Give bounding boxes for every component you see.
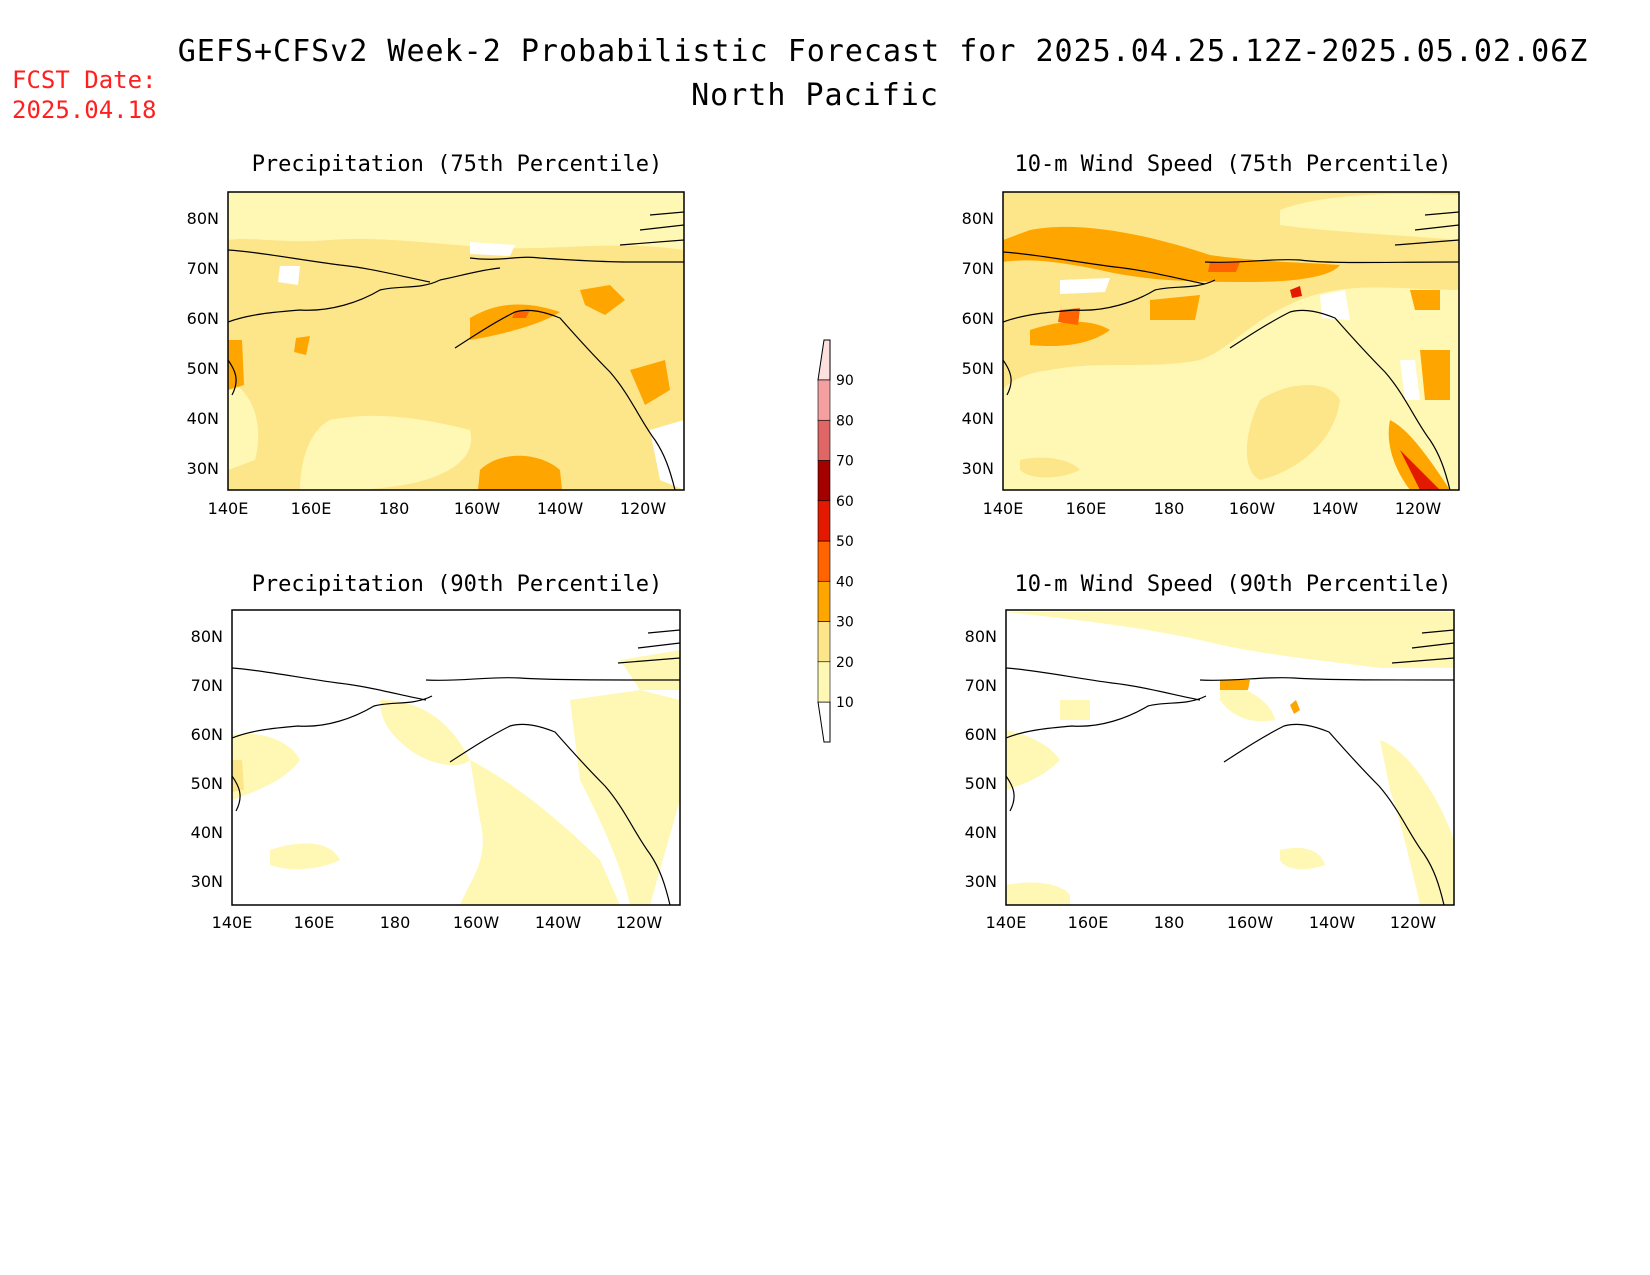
map-panel-precip90 xyxy=(231,609,681,906)
fcst-date-label: FCST Date: xyxy=(12,66,157,94)
axis-labels-precip75: 80N 70N 60N 50N 40N 30N 140E 160E 180 16… xyxy=(187,209,667,518)
lon-label: 180 xyxy=(380,913,411,932)
lat-label: 80N xyxy=(187,209,219,228)
lat-label: 60N xyxy=(965,725,997,744)
axis-labels-wind90: 80N 70N 60N 50N 40N 30N 140E 160E 180 16… xyxy=(965,627,1437,932)
colorbar-segment xyxy=(817,500,831,542)
lon-label: 120W xyxy=(1395,499,1442,518)
colorbar-tick-label: 20 xyxy=(836,655,854,671)
lon-label: 180 xyxy=(1154,499,1185,518)
colorbar-top-arrow xyxy=(817,339,831,381)
colorbar-tick-label: 30 xyxy=(836,615,854,631)
lon-label: 120W xyxy=(620,499,667,518)
panel-title-wind75: 10-m Wind Speed (75th Percentile) xyxy=(1014,152,1452,177)
axis-labels-wind75: 80N 70N 60N 50N 40N 30N 140E 160E 180 16… xyxy=(962,209,1442,518)
lat-label: 40N xyxy=(191,823,223,842)
colorbar-tick-label: 90 xyxy=(836,373,854,389)
axis-labels-precip90: 80N 70N 60N 50N 40N 30N 140E 160E 180 16… xyxy=(191,627,663,932)
colorbar-segment xyxy=(817,460,831,502)
colorbar-segment xyxy=(817,540,831,582)
lon-label: 120W xyxy=(616,913,663,932)
lat-label: 80N xyxy=(965,627,997,646)
lat-label: 60N xyxy=(191,725,223,744)
lat-label: 50N xyxy=(191,774,223,793)
lon-label: 140W xyxy=(1309,913,1356,932)
lon-label: 160W xyxy=(453,913,500,932)
map-panel-wind90 xyxy=(1005,609,1455,906)
lon-label: 180 xyxy=(1154,913,1185,932)
lon-label: 140W xyxy=(537,499,584,518)
colorbar-segment xyxy=(817,419,831,461)
lat-label: 30N xyxy=(191,872,223,891)
lon-label: 160W xyxy=(1227,913,1274,932)
colorbar-tick-label: 70 xyxy=(836,454,854,470)
lat-label: 40N xyxy=(965,823,997,842)
lon-label: 160W xyxy=(1229,499,1276,518)
colorbar-tick-label: 80 xyxy=(836,413,854,429)
lon-label: 160E xyxy=(1066,499,1107,518)
colorbar-segment xyxy=(817,580,831,622)
colorbar-tick-label: 40 xyxy=(836,574,854,590)
map-panel-wind75 xyxy=(1002,191,1460,491)
lat-label: 60N xyxy=(962,309,994,328)
lon-label: 180 xyxy=(379,499,410,518)
lat-label: 40N xyxy=(962,409,994,428)
colorbar-tick-label: 60 xyxy=(836,494,854,510)
lon-label: 140E xyxy=(983,499,1024,518)
lat-label: 40N xyxy=(187,409,219,428)
lat-label: 30N xyxy=(965,872,997,891)
lat-label: 80N xyxy=(962,209,994,228)
lat-label: 30N xyxy=(187,459,219,478)
lon-label: 160E xyxy=(294,913,335,932)
lat-label: 50N xyxy=(965,774,997,793)
lon-label: 160W xyxy=(454,499,501,518)
page-title: GEFS+CFSv2 Week-2 Probabilistic Forecast… xyxy=(177,34,1589,69)
lat-label: 70N xyxy=(962,259,994,278)
map-panel-precip75 xyxy=(227,191,685,491)
lat-label: 50N xyxy=(187,359,219,378)
colorbar-segment xyxy=(817,621,831,663)
lon-label: 140W xyxy=(535,913,582,932)
lon-label: 140E xyxy=(208,499,249,518)
panel-title-precip75: Precipitation (75th Percentile) xyxy=(251,152,663,177)
lat-label: 80N xyxy=(191,627,223,646)
lon-label: 160E xyxy=(291,499,332,518)
lon-label: 120W xyxy=(1390,913,1437,932)
colorbar-legend: 10 20 30 40 50 60 70 80 90 xyxy=(817,339,854,743)
lon-label: 140E xyxy=(212,913,253,932)
colorbar-segment xyxy=(817,661,831,703)
lat-label: 50N xyxy=(962,359,994,378)
lon-label: 140E xyxy=(986,913,1027,932)
lon-label: 140W xyxy=(1312,499,1359,518)
panel-title-precip90: Precipitation (90th Percentile) xyxy=(251,572,663,597)
lat-label: 30N xyxy=(962,459,994,478)
lat-label: 70N xyxy=(191,676,223,695)
lat-label: 70N xyxy=(965,676,997,695)
region-subtitle: North Pacific xyxy=(691,78,939,113)
lat-label: 60N xyxy=(187,309,219,328)
lat-label: 70N xyxy=(187,259,219,278)
lon-label: 160E xyxy=(1068,913,1109,932)
panel-title-wind90: 10-m Wind Speed (90th Percentile) xyxy=(1014,572,1452,597)
colorbar-tick-label: 10 xyxy=(836,695,854,711)
colorbar-segment xyxy=(817,379,831,421)
colorbar-tick-label: 50 xyxy=(836,534,854,550)
colorbar-bottom-arrow xyxy=(817,701,831,743)
fcst-date-value: 2025.04.18 xyxy=(12,96,157,124)
